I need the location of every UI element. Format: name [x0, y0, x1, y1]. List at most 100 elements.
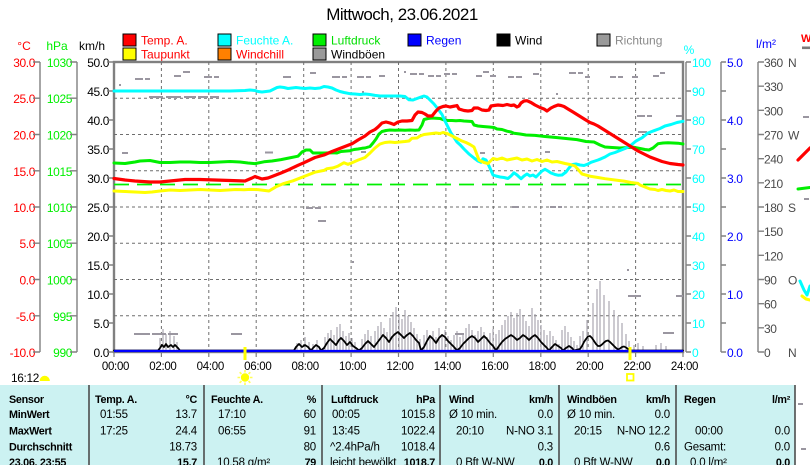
svg-text:60: 60: [764, 298, 777, 312]
svg-text:0.0: 0.0: [656, 457, 670, 465]
svg-text:N-NO 12.2: N-NO 12.2: [617, 426, 670, 438]
svg-text:15.7: 15.7: [177, 457, 197, 465]
svg-text:1.0: 1.0: [727, 288, 743, 302]
svg-text:91: 91: [304, 426, 316, 438]
svg-text:0 Bft W-NW: 0 Bft W-NW: [574, 457, 633, 465]
svg-text:1015.8: 1015.8: [401, 409, 435, 421]
svg-text:Mittwoch, 23.06.2021: Mittwoch, 23.06.2021: [326, 5, 478, 24]
svg-text:Richtung: Richtung: [615, 34, 662, 48]
svg-text:0.0: 0.0: [776, 457, 790, 465]
svg-text:0.0: 0.0: [775, 442, 790, 454]
svg-text:%: %: [307, 394, 317, 406]
svg-text:0.0: 0.0: [775, 426, 790, 438]
svg-text:00:05: 00:05: [332, 409, 360, 421]
svg-text:0.0: 0.0: [655, 409, 670, 421]
svg-text:20:10: 20:10: [456, 426, 484, 438]
svg-text:Feuchte A.: Feuchte A.: [211, 394, 263, 406]
svg-text:18.73: 18.73: [169, 442, 197, 454]
svg-text:W: W: [801, 33, 810, 45]
svg-text:0.0: 0.0: [539, 457, 553, 465]
svg-text:Regen: Regen: [684, 394, 716, 406]
svg-text:Ø 10 min.: Ø 10 min.: [567, 409, 615, 421]
svg-text:Durchschnitt: Durchschnitt: [9, 442, 73, 454]
svg-text:25.0: 25.0: [87, 201, 109, 215]
svg-text:40: 40: [692, 230, 705, 244]
svg-text:0: 0: [692, 346, 699, 360]
svg-text:N-NO 3.1: N-NO 3.1: [506, 426, 553, 438]
svg-text:24:00: 24:00: [671, 361, 698, 373]
svg-text:300: 300: [764, 104, 784, 118]
svg-text:5.0: 5.0: [94, 317, 110, 331]
svg-text:1010: 1010: [47, 201, 73, 215]
svg-text:10.0: 10.0: [13, 201, 35, 215]
svg-text:180: 180: [764, 201, 784, 215]
svg-text:Gesamt:: Gesamt:: [684, 442, 726, 454]
svg-text:50: 50: [692, 201, 705, 215]
svg-text:20:00: 20:00: [576, 361, 603, 373]
svg-text:30.0: 30.0: [13, 56, 35, 70]
svg-text:10.58 g/m²: 10.58 g/m²: [217, 457, 270, 465]
svg-text:N: N: [788, 346, 797, 360]
svg-text:5.0: 5.0: [20, 237, 36, 251]
svg-text:20.0: 20.0: [87, 230, 109, 244]
svg-text:°C: °C: [17, 39, 31, 53]
svg-text:30: 30: [764, 322, 777, 336]
svg-text:16:12: 16:12: [11, 371, 39, 385]
svg-text:Regen: Regen: [426, 34, 461, 48]
svg-text:12:00: 12:00: [386, 361, 413, 373]
svg-text:17:10: 17:10: [218, 409, 246, 421]
svg-text:Windchill: Windchill: [236, 48, 284, 62]
svg-text:1022.4: 1022.4: [401, 426, 436, 438]
svg-text:0.0: 0.0: [20, 274, 36, 288]
svg-text:01:55: 01:55: [100, 409, 128, 421]
svg-text:1018.7: 1018.7: [404, 457, 436, 465]
svg-text:S: S: [788, 201, 796, 215]
svg-text:00:00: 00:00: [695, 426, 723, 438]
svg-text:0.0: 0.0: [538, 409, 553, 421]
svg-text:02:00: 02:00: [149, 361, 176, 373]
svg-text:-5.0: -5.0: [16, 310, 36, 324]
svg-text:35.0: 35.0: [87, 143, 109, 157]
svg-text:Luftdruck: Luftdruck: [331, 394, 379, 406]
svg-text:20: 20: [692, 288, 705, 302]
svg-text:13.7: 13.7: [175, 409, 197, 421]
svg-text:hPa: hPa: [46, 39, 68, 53]
svg-text:4.0: 4.0: [727, 114, 743, 128]
svg-text:995: 995: [53, 310, 73, 324]
svg-text:1000: 1000: [47, 274, 73, 288]
svg-text:1030: 1030: [47, 56, 73, 70]
svg-text:15.0: 15.0: [13, 165, 35, 179]
svg-text:%: %: [684, 43, 695, 57]
svg-text:leicht bewölkt: leicht bewölkt: [330, 457, 397, 465]
svg-text:Wind: Wind: [515, 34, 542, 48]
svg-text:N: N: [788, 56, 797, 70]
svg-text:16:00: 16:00: [481, 361, 508, 373]
svg-text:24.4: 24.4: [175, 426, 197, 438]
svg-text:80: 80: [692, 114, 705, 128]
svg-text:240: 240: [764, 153, 784, 167]
svg-text:km/h: km/h: [529, 394, 553, 406]
svg-text:0.6: 0.6: [655, 442, 670, 454]
svg-text:Luftdruck: Luftdruck: [331, 34, 381, 48]
svg-text:270: 270: [764, 129, 784, 143]
svg-text:06:00: 06:00: [244, 361, 271, 373]
svg-text:13:45: 13:45: [332, 426, 360, 438]
svg-text:l/m²: l/m²: [772, 394, 791, 406]
svg-text:Wind: Wind: [449, 394, 474, 406]
svg-text:79: 79: [305, 457, 317, 465]
svg-text:10: 10: [692, 317, 705, 331]
svg-text:2.0: 2.0: [727, 230, 743, 244]
svg-text:km/h: km/h: [646, 394, 670, 406]
svg-text:5.0: 5.0: [727, 56, 743, 70]
svg-text:30: 30: [692, 259, 705, 273]
svg-text:Temp. A.: Temp. A.: [141, 34, 188, 48]
svg-text:1015: 1015: [47, 165, 73, 179]
svg-text:Taupunkt: Taupunkt: [141, 48, 190, 62]
svg-text:15.0: 15.0: [87, 259, 109, 273]
svg-text:0.0: 0.0: [94, 346, 110, 360]
svg-text:1005: 1005: [47, 237, 73, 251]
svg-text:1018.4: 1018.4: [401, 442, 436, 454]
svg-text:0.0 l/m²: 0.0 l/m²: [690, 457, 727, 465]
svg-text:0 Bft W-NW: 0 Bft W-NW: [456, 457, 515, 465]
svg-text:Windböen: Windböen: [331, 48, 385, 62]
